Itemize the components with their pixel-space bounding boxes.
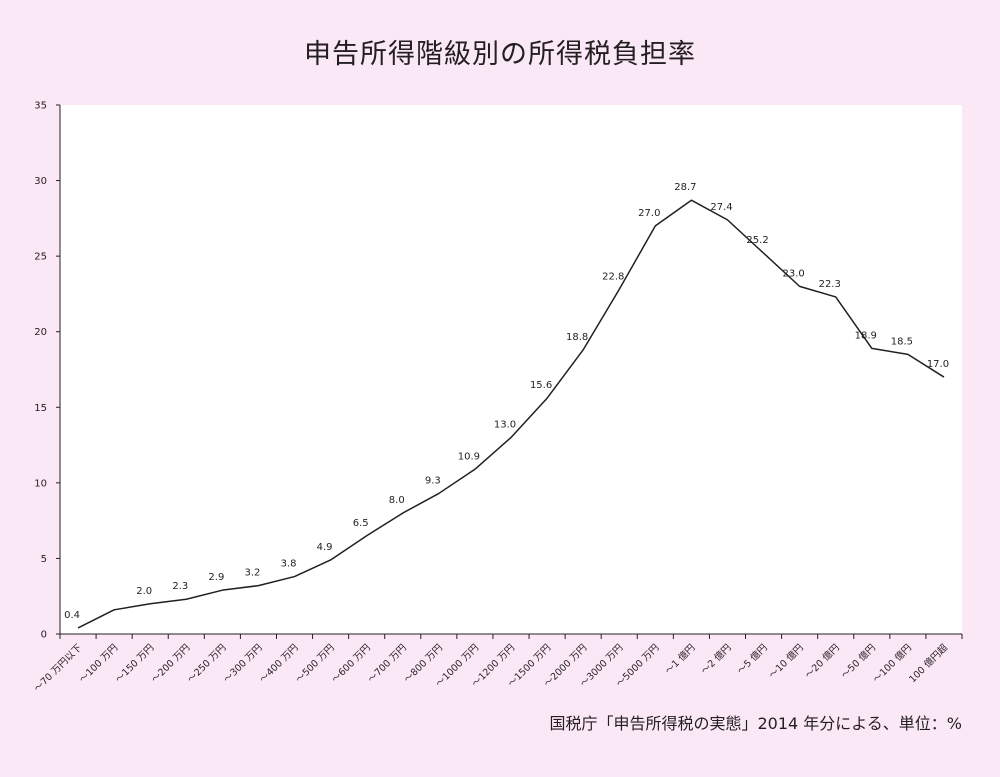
y-tick-label: 25 bbox=[34, 252, 47, 263]
data-label: 8.0 bbox=[389, 495, 405, 506]
x-tick-label: ～70 万円以下 bbox=[32, 642, 84, 694]
x-axis-ticks: ～70 万円以下～100 万円～150 万円～200 万円～250 万円～300… bbox=[32, 634, 963, 694]
x-tick-label: ～20 億円 bbox=[803, 642, 842, 681]
data-label: 25.2 bbox=[746, 235, 768, 246]
data-labels: 0.4 2.0 2.3 2.9 3.2 3.8 4.9 6.5 8.0 9.3 10.9 13.0 15… bbox=[64, 182, 949, 621]
y-tick-label: 10 bbox=[34, 478, 47, 489]
axes bbox=[59, 105, 962, 635]
plot-area bbox=[60, 105, 962, 634]
y-tick-label: 15 bbox=[34, 403, 47, 414]
data-label: 0.4 bbox=[64, 610, 80, 621]
data-label: 18.8 bbox=[566, 332, 588, 343]
data-label: 3.2 bbox=[244, 568, 260, 579]
x-tick-label: ～50 億円 bbox=[839, 642, 878, 681]
y-tick-label: 20 bbox=[34, 327, 47, 338]
data-label: 9.3 bbox=[425, 475, 441, 486]
data-label: 17.0 bbox=[927, 359, 949, 370]
series bbox=[77, 199, 945, 629]
data-label: 18.5 bbox=[891, 336, 913, 347]
series-line bbox=[77, 199, 945, 629]
data-label: 2.0 bbox=[136, 586, 152, 597]
y-tick-label: 0 bbox=[41, 630, 47, 641]
data-label: 2.3 bbox=[172, 581, 188, 592]
x-tick-label: 100 億円超 bbox=[906, 641, 950, 685]
data-label: 13.0 bbox=[494, 420, 516, 431]
x-tick-label: ～2 億円 bbox=[699, 642, 734, 677]
chart-title: 申告所得階級別の所得税負担率 bbox=[304, 39, 696, 70]
data-label: 2.9 bbox=[208, 572, 224, 583]
data-label: 3.8 bbox=[281, 559, 297, 570]
data-label: 4.9 bbox=[317, 542, 333, 553]
y-axis-ticks: 0 5 10 15 20 25 30 35 bbox=[34, 101, 60, 641]
data-label: 22.8 bbox=[602, 271, 624, 282]
data-label: 28.7 bbox=[674, 182, 696, 193]
data-label: 27.4 bbox=[710, 202, 732, 213]
y-tick-label: 30 bbox=[34, 176, 47, 187]
x-tick-label: ～10 億円 bbox=[766, 642, 805, 681]
y-tick-label: 5 bbox=[41, 554, 47, 565]
data-label: 15.6 bbox=[530, 380, 552, 391]
data-label: 10.9 bbox=[458, 451, 480, 462]
source-note: 国税庁「申告所得税の実態」2014 年分による、単位：% bbox=[549, 714, 962, 733]
data-label: 6.5 bbox=[353, 518, 369, 529]
data-label: 27.0 bbox=[638, 208, 660, 219]
data-label: 22.3 bbox=[819, 279, 841, 290]
x-tick-label: ～5 億円 bbox=[735, 642, 770, 677]
x-tick-label: ～1 億円 bbox=[662, 642, 697, 677]
data-label: 18.9 bbox=[855, 330, 877, 341]
data-label: 23.0 bbox=[783, 268, 805, 279]
y-tick-label: 35 bbox=[34, 101, 47, 112]
